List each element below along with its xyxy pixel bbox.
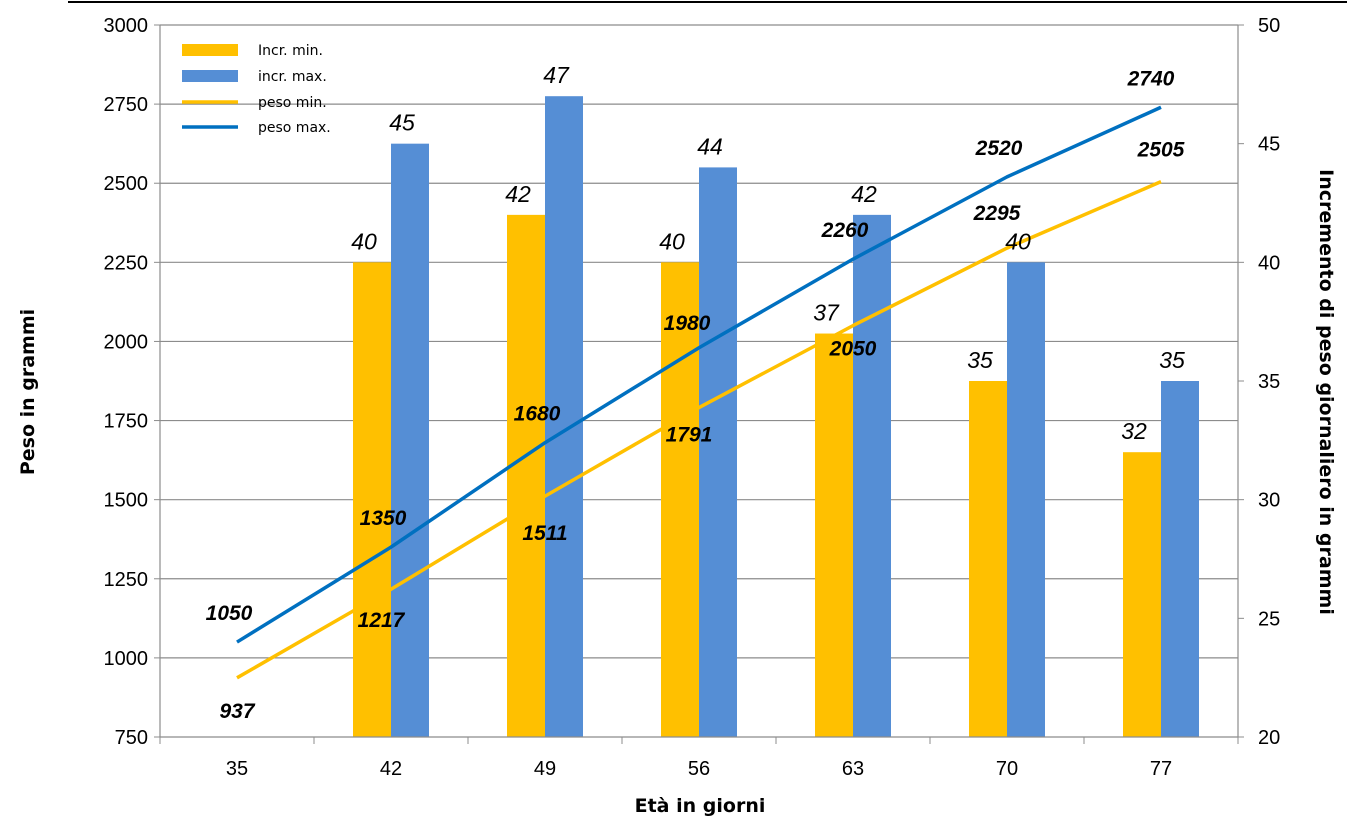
line-data-label-peso-max: 2260 [821, 219, 869, 242]
line-data-label-peso-max: 1680 [514, 403, 561, 426]
y-axis-right-title: Incremento di peso giornaliero in grammi [1315, 169, 1337, 615]
line-data-label-peso-min: 2295 [973, 202, 1021, 225]
line-data-label-peso-max: 1050 [206, 602, 253, 625]
bar-incr-max [699, 167, 737, 737]
bar-incr-min [969, 381, 1007, 737]
y-left-tick-label: 2250 [104, 252, 149, 274]
bar-incr-max [391, 143, 429, 737]
line-data-label-peso-min: 937 [219, 700, 255, 723]
bar-data-label: 40 [1005, 228, 1031, 254]
bar-incr-min [1123, 452, 1161, 737]
bar-data-label: 37 [813, 300, 840, 326]
legend: Incr. min. incr. max. peso min. peso max… [182, 43, 331, 136]
line-data-label-peso-min: 2505 [1137, 139, 1185, 162]
y-left-tick-label: 1000 [104, 648, 149, 670]
bar-data-label: 42 [505, 181, 531, 207]
line-peso-min [236, 180, 1162, 680]
bar-incr-max [853, 214, 891, 737]
x-tick-label: 49 [534, 758, 556, 780]
line-data-label-peso-min: 1217 [358, 609, 406, 632]
x-tick-label: 56 [688, 758, 710, 780]
y-axis-left-title: Peso in grammi [17, 309, 39, 475]
y-left-tick-label: 3000 [104, 15, 149, 37]
line-data-label-peso-min: 1511 [522, 522, 567, 545]
bar-incr-min [815, 333, 853, 737]
y-right-tick-label: 40 [1258, 252, 1280, 274]
bar-incr-max [1161, 381, 1199, 737]
line-data-label-peso-max: 2520 [975, 137, 1023, 160]
y-left-tick-label: 1250 [104, 569, 149, 591]
bar-incr-min [353, 262, 391, 737]
y-left-tick-label: 2000 [104, 331, 149, 353]
y-left-tick-label: 2750 [104, 94, 149, 116]
x-tick-label: 77 [1150, 758, 1172, 780]
y-right-tick-label: 35 [1258, 371, 1280, 393]
x-tick-label: 70 [996, 758, 1018, 780]
y-left-tick-label: 750 [115, 727, 148, 749]
legend-label-incr-min: Incr. min. [258, 43, 323, 59]
x-axis-title: Età in giorni [635, 795, 766, 817]
bar-data-label: 40 [659, 228, 685, 254]
bar-data-label: 32 [1121, 418, 1147, 444]
tick-labels: 750 1000 1250 1500 1750 2000 2250 2500 2750 3000 2… [104, 15, 1281, 780]
x-tick-label: 42 [380, 758, 402, 780]
y-left-tick-label: 1500 [104, 490, 149, 512]
bar-data-label: 35 [967, 347, 993, 373]
line-data-label-peso-min: 2050 [829, 338, 877, 361]
bar-incr-max [545, 96, 583, 737]
x-tick-label: 35 [226, 758, 248, 780]
legend-label-peso-max: peso max. [258, 120, 331, 136]
bar-data-label: 47 [543, 62, 570, 88]
y-right-tick-label: 30 [1258, 490, 1280, 512]
bar-data-label: 40 [351, 228, 377, 254]
data-labels: 40 42 40 37 35 32 45 47 44 42 40 35 937 1217 1511 1791 2… [206, 62, 1185, 723]
line-data-label-peso-max: 1980 [664, 312, 711, 335]
bar-incr-min [661, 262, 699, 737]
bar-incr-min [507, 214, 545, 737]
line-data-label-peso-max: 1350 [360, 507, 407, 530]
legend-label-incr-max: incr. max. [258, 69, 327, 85]
axes [154, 24, 1244, 744]
y-left-tick-label: 1750 [104, 411, 149, 433]
bar-data-label: 35 [1159, 347, 1185, 373]
y-right-tick-label: 25 [1258, 608, 1280, 630]
bar-data-label: 42 [851, 181, 877, 207]
line-data-label-peso-min: 1791 [666, 424, 713, 447]
y-left-tick-label: 2500 [104, 173, 149, 195]
lines [236, 105, 1162, 680]
y-right-tick-label: 50 [1258, 15, 1280, 37]
bars [353, 96, 1199, 737]
bar-incr-max [1007, 262, 1045, 737]
y-right-tick-label: 45 [1258, 134, 1280, 156]
bar-data-label: 44 [697, 133, 723, 159]
legend-swatch-incr-max [182, 70, 238, 82]
y-right-tick-label: 20 [1258, 727, 1280, 749]
line-data-label-peso-max: 2740 [1127, 67, 1175, 90]
line-peso-max [236, 105, 1162, 644]
legend-label-peso-min: peso min. [258, 95, 327, 111]
legend-swatch-incr-min [182, 44, 238, 56]
x-tick-label: 63 [842, 758, 864, 780]
bar-data-label: 45 [389, 110, 415, 136]
